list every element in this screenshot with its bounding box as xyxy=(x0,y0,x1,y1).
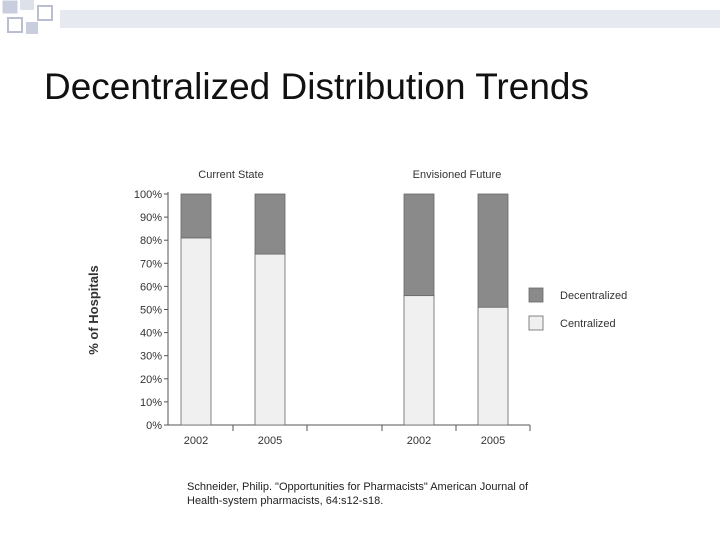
y-tick-label: 40% xyxy=(140,328,162,340)
bar-centralized xyxy=(180,237,212,426)
y-tick-label: 70% xyxy=(140,258,162,270)
group-label: Current State xyxy=(198,169,263,181)
x-tick-label: 2002 xyxy=(407,435,431,447)
group-label: Envisioned Future xyxy=(413,169,502,181)
y-tick-label: 20% xyxy=(140,374,162,386)
bar-decentralized xyxy=(254,193,286,255)
y-tick-label: 60% xyxy=(140,281,162,293)
y-tick-label: 10% xyxy=(140,397,162,409)
y-tick-label: 100% xyxy=(134,189,162,201)
y-tick-label: 50% xyxy=(140,305,162,317)
legend-swatch xyxy=(528,315,544,331)
x-tick-label: 2005 xyxy=(258,435,282,447)
x-tick-label: 2002 xyxy=(184,435,208,447)
bar-centralized xyxy=(477,306,509,426)
legend-label: Centralized xyxy=(560,318,616,330)
bar-centralized xyxy=(403,295,435,426)
y-axis-label: % of Hospitals xyxy=(86,265,101,355)
x-tick-label: 2005 xyxy=(481,435,505,447)
legend-label: Decentralized xyxy=(560,290,627,302)
decoration-squares xyxy=(1,0,720,34)
y-tick-label: 30% xyxy=(140,351,162,363)
bar-centralized xyxy=(254,253,286,426)
citation: Schneider, Philip. "Opportunities for Ph… xyxy=(187,480,587,508)
citation-line-2: Health-system pharmacists, 64:s12-s18. xyxy=(187,495,384,507)
y-tick-label: 80% xyxy=(140,235,162,247)
y-tick-label: 90% xyxy=(140,212,162,224)
citation-line-1: Schneider, Philip. "Opportunities for Ph… xyxy=(187,481,529,493)
slide-title: Decentralized Distribution Trends xyxy=(44,66,589,107)
y-tick-label: 0% xyxy=(146,420,162,432)
bar-decentralized xyxy=(477,193,509,308)
legend-swatch xyxy=(528,287,544,303)
bar-decentralized xyxy=(403,193,435,297)
bar-decentralized xyxy=(180,193,212,239)
